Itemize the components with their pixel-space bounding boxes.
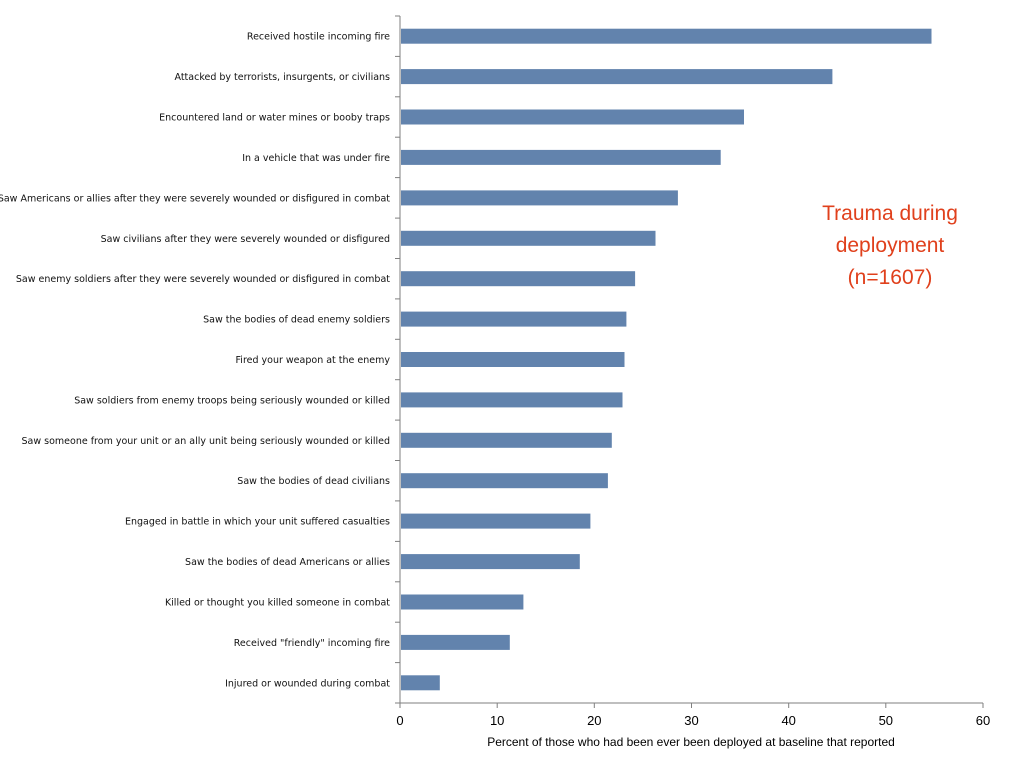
x-tick-label: 0 xyxy=(396,713,403,728)
bar xyxy=(401,392,623,408)
category-label: Saw the bodies of dead civilians xyxy=(237,476,390,487)
bar xyxy=(401,675,440,691)
bar xyxy=(401,69,833,85)
bar xyxy=(401,634,510,650)
category-label: Engaged in battle in which your unit suf… xyxy=(125,517,390,528)
category-label: Encountered land or water mines or booby… xyxy=(159,113,390,124)
bar xyxy=(401,149,721,165)
bar xyxy=(401,190,678,206)
x-tick-label: 50 xyxy=(879,713,893,728)
bar xyxy=(401,554,580,570)
category-label: Saw soldiers from enemy troops being ser… xyxy=(74,395,390,406)
labels-layer: Received hostile incoming fire Attacked b… xyxy=(0,32,990,728)
category-label: Saw enemy soldiers after they were sever… xyxy=(16,274,390,285)
bar xyxy=(401,109,744,125)
annotation-line-3: (n=1607) xyxy=(847,266,933,289)
x-axis-title: Percent of those who had been ever been … xyxy=(487,735,895,749)
x-tick-label: 60 xyxy=(976,713,990,728)
category-label: Received hostile incoming fire xyxy=(247,32,390,43)
x-tick-label: 20 xyxy=(587,713,601,728)
x-tick-label: 10 xyxy=(490,713,504,728)
category-label: In a vehicle that was under fire xyxy=(242,153,390,164)
x-tick-label: 30 xyxy=(684,713,698,728)
category-label: Saw someone from your unit or an ally un… xyxy=(22,436,390,447)
category-label: Saw civilians after they were severely w… xyxy=(101,234,390,245)
bar xyxy=(401,594,524,610)
category-label: Killed or thought you killed someone in … xyxy=(165,598,390,609)
category-label: Fired your weapon at the enemy xyxy=(236,355,391,366)
category-label: Saw the bodies of dead enemy soldiers xyxy=(203,315,390,326)
bar xyxy=(401,513,591,529)
x-tick-label: 40 xyxy=(781,713,795,728)
chart-annotation: Trauma during deployment (n=1607) xyxy=(800,198,980,294)
category-label: Received "friendly" incoming fire xyxy=(234,638,390,649)
bar xyxy=(401,311,627,327)
bars-layer xyxy=(401,28,932,691)
category-label: Saw Americans or allies after they were … xyxy=(0,193,390,204)
category-label: Attacked by terrorists, insurgents, or c… xyxy=(175,72,391,83)
axes-layer xyxy=(395,15,984,708)
annotation-line-1: Trauma during xyxy=(822,202,958,225)
bar xyxy=(401,271,636,287)
category-label: Saw the bodies of dead Americans or alli… xyxy=(185,557,390,568)
annotation-line-2: deployment xyxy=(835,234,945,257)
bar xyxy=(401,432,612,448)
bar xyxy=(401,28,932,44)
bar xyxy=(401,352,625,367)
category-label: Injured or wounded during combat xyxy=(225,678,390,689)
bar xyxy=(401,230,656,246)
bar xyxy=(401,473,608,489)
